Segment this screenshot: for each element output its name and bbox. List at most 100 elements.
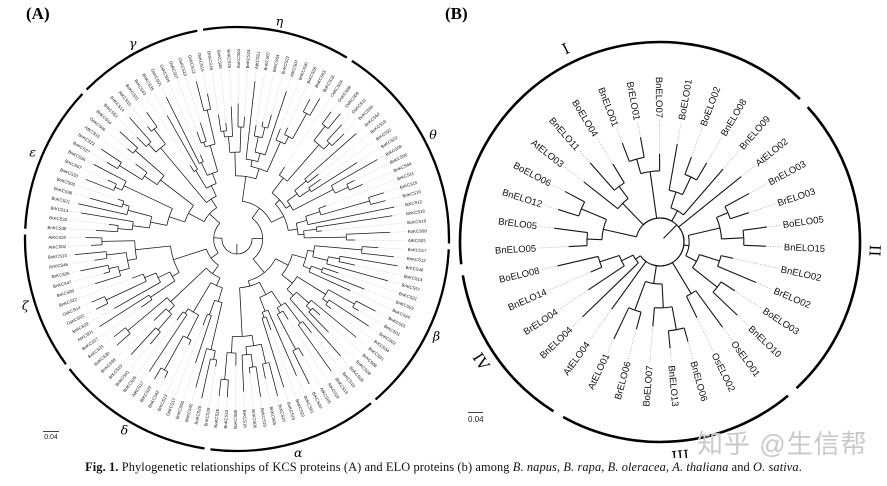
leaf-leader	[169, 83, 200, 154]
branch	[176, 311, 184, 321]
leaf-label: BoKCS29	[193, 405, 202, 425]
branch	[688, 227, 721, 236]
leaf-label: BnKCS58	[174, 400, 185, 420]
leaf-label: BoELO02	[699, 85, 724, 127]
leaf-leader	[538, 246, 568, 249]
leaf-leader	[73, 273, 103, 282]
branch	[278, 166, 285, 176]
branch	[106, 280, 147, 301]
leaf-label: BnKCS05	[269, 406, 278, 426]
leaf-leader	[68, 245, 90, 247]
leaf-label: BoELO06	[511, 160, 553, 189]
leaf-label: AtELO02	[754, 136, 791, 169]
leaf-label: BnKCS24	[245, 49, 251, 69]
leaf-leader	[153, 91, 167, 115]
branch	[599, 254, 620, 263]
scalebar-a: 0.04	[43, 431, 59, 441]
branch-arc	[156, 175, 165, 185]
branch	[94, 258, 108, 261]
panel-b-tree-leaf-labels: BnELO05BrELO05BnELO12BoELO06AtELO03BnELO…	[495, 77, 825, 407]
branch	[325, 304, 332, 309]
branch	[166, 115, 198, 170]
branch	[683, 327, 689, 342]
leaf-label: AtELO04	[561, 340, 592, 378]
clade-label: ζ	[22, 298, 30, 313]
branch-arc	[271, 192, 287, 209]
branch	[271, 215, 284, 223]
leaf-leader	[312, 333, 343, 372]
branch	[316, 215, 393, 228]
leaf-leader	[342, 114, 352, 124]
branch	[352, 306, 359, 311]
branch	[168, 305, 175, 312]
leaf-label: BoELO01	[677, 78, 695, 120]
leaf-label: BrKCS14	[50, 205, 69, 213]
leaf-leader	[571, 317, 582, 328]
leaf-leader	[331, 103, 338, 111]
branch	[349, 184, 363, 191]
branch	[302, 265, 311, 270]
leaf-leader	[220, 70, 226, 122]
branch	[189, 165, 195, 172]
clade-label: δ	[121, 423, 129, 438]
branch	[622, 202, 644, 226]
leaf-label: OsKCS13	[187, 54, 197, 74]
branch	[307, 249, 314, 252]
leaf-leader	[344, 120, 358, 133]
branch	[721, 237, 744, 240]
leaf-label: BnELO04	[538, 325, 575, 362]
branch	[146, 112, 158, 128]
branch	[216, 277, 221, 286]
branch	[587, 265, 625, 291]
scalebar-b-value: 0.04	[468, 415, 484, 424]
leaf-leader	[649, 327, 654, 364]
leaf-leader	[329, 333, 356, 360]
branch	[339, 255, 398, 267]
branch	[743, 244, 767, 247]
leaf-label: BnKCS20	[295, 398, 307, 418]
leaf-label: BrKCS20	[277, 404, 286, 423]
branch	[99, 294, 150, 327]
leaf-label: BnELO05	[495, 244, 537, 257]
branch	[127, 297, 168, 331]
leaf-leader	[359, 311, 383, 325]
branch	[583, 181, 619, 210]
leaf-leader	[151, 380, 154, 385]
clade-arc	[68, 368, 205, 450]
leaf-leader	[177, 80, 197, 131]
leaf-leader	[393, 213, 405, 216]
caption-segment: B. napus	[512, 460, 557, 474]
branch	[75, 251, 107, 255]
leaf-label: BnELO02	[780, 264, 823, 284]
branch	[742, 226, 767, 231]
branch	[712, 291, 738, 316]
branch	[153, 128, 166, 145]
branch	[212, 173, 217, 184]
leaf-leader	[79, 176, 85, 180]
leaf-label: BoKCS13	[48, 253, 68, 260]
clade-label: θ	[429, 127, 437, 142]
leaf-label: BnKCS30	[297, 61, 309, 81]
leaf-label: OsKCS10	[177, 57, 188, 77]
branch	[309, 98, 321, 116]
branch	[261, 312, 265, 318]
leaf-label: BoKCS22	[280, 55, 290, 75]
clade-label: I	[559, 40, 572, 59]
clade-arc	[24, 93, 84, 229]
leaf-label: BnKCS18	[406, 208, 426, 216]
branch	[89, 197, 123, 208]
branch	[188, 339, 192, 346]
branch	[253, 124, 257, 137]
leaf-leader	[217, 397, 220, 407]
branch	[557, 208, 579, 217]
leaf-leader	[341, 357, 350, 366]
leaf-leader	[143, 372, 149, 381]
branch	[195, 81, 205, 111]
branch	[114, 186, 123, 191]
branch	[275, 258, 289, 266]
branch	[261, 127, 266, 138]
branch	[284, 127, 289, 135]
leaf-leader	[94, 327, 99, 330]
leaf-leader	[357, 338, 368, 347]
branch	[639, 137, 645, 158]
